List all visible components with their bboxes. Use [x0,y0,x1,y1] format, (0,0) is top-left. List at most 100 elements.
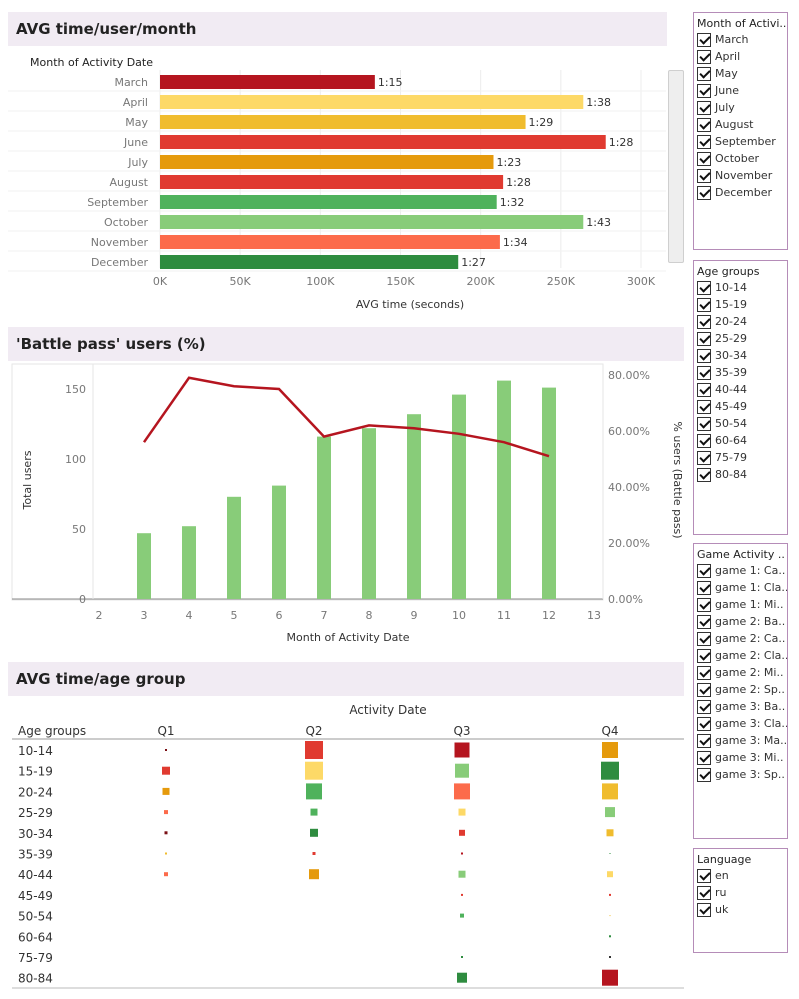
filter-option[interactable]: October [694,150,787,167]
filter-option[interactable]: June [694,82,787,99]
filter-option[interactable]: May [694,65,787,82]
checkbox-checked-icon[interactable] [697,382,711,397]
checkbox-checked-icon[interactable] [697,614,711,629]
filter-option-label: 15-19 [715,298,747,311]
filter-option[interactable]: 25-29 [694,330,787,347]
checkbox-checked-icon[interactable] [697,280,711,295]
checkbox-checked-icon[interactable] [697,117,711,132]
checkbox-checked-icon[interactable] [697,66,711,81]
filter-option[interactable]: 10-14 [694,279,787,296]
filter-option[interactable]: 60-64 [694,432,787,449]
filter-option[interactable]: game 3: Cla.. [694,715,787,732]
filter-option[interactable]: 30-34 [694,347,787,364]
filter-option-label: 25-29 [715,332,747,345]
age-row-header: Age groups [18,724,86,738]
checkbox-checked-icon[interactable] [697,467,711,482]
checkbox-checked-icon[interactable] [697,185,711,200]
filter-option[interactable]: 35-39 [694,364,787,381]
checkbox-checked-icon[interactable] [697,750,711,765]
checkbox-checked-icon[interactable] [697,168,711,183]
filter-option[interactable]: September [694,133,787,150]
column-header: Activity Date [349,703,426,717]
filter-option[interactable]: game 2: Ca.. [694,630,787,647]
checkbox-checked-icon[interactable] [697,868,711,883]
checkbox-checked-icon[interactable] [697,902,711,917]
filter-option[interactable]: game 1: Cla.. [694,579,787,596]
filter-option[interactable]: July [694,99,787,116]
filter-option[interactable]: game 3: Mi.. [694,749,787,766]
y-right-tick-label: 0.00% [608,593,643,606]
checkbox-checked-icon[interactable] [697,597,711,612]
y-left-tick-label: 150 [65,383,86,396]
checkbox-checked-icon[interactable] [697,83,711,98]
month-bar [160,115,526,129]
checkbox-checked-icon[interactable] [697,716,711,731]
users-bar [542,387,556,599]
checkbox-checked-icon[interactable] [697,49,711,64]
checkbox-checked-icon[interactable] [697,682,711,697]
checkbox-checked-icon[interactable] [697,365,711,380]
checkbox-checked-icon[interactable] [697,331,711,346]
language-filter-panel: Language en ru uk [693,848,788,953]
x-tick-label: 100K [306,275,335,288]
heatmap-cell [310,808,318,816]
checkbox-checked-icon[interactable] [697,450,711,465]
filter-option-label: game 3: Ba.. [715,700,786,713]
filter-option[interactable]: game 3: Ma.. [694,732,787,749]
filter-option[interactable]: ru [694,884,787,901]
checkbox-checked-icon[interactable] [697,348,711,363]
y-right-tick-label: 80.00% [608,369,650,382]
checkbox-checked-icon[interactable] [697,100,711,115]
filter-option[interactable]: August [694,116,787,133]
checkbox-checked-icon[interactable] [697,134,711,149]
checkbox-checked-icon[interactable] [697,314,711,329]
heatmap-cell [605,807,615,818]
checkbox-checked-icon[interactable] [697,580,711,595]
checkbox-checked-icon[interactable] [697,563,711,578]
checkbox-checked-icon[interactable] [697,665,711,680]
filter-option[interactable]: uk [694,901,787,918]
checkbox-checked-icon[interactable] [697,32,711,47]
avg-time-age-title: AVG time/age group [16,670,186,688]
checkbox-checked-icon[interactable] [697,416,711,431]
filter-option[interactable]: 75-79 [694,449,787,466]
filter-option[interactable]: April [694,48,787,65]
month-bar [160,255,459,269]
chart-scrollbar[interactable] [668,70,684,263]
filter-option[interactable]: game 1: Mi.. [694,596,787,613]
checkbox-checked-icon[interactable] [697,631,711,646]
filter-option[interactable]: 40-44 [694,381,787,398]
filter-option[interactable]: game 2: Mi.. [694,664,787,681]
checkbox-checked-icon[interactable] [697,648,711,663]
checkbox-checked-icon[interactable] [697,699,711,714]
filter-option[interactable]: 15-19 [694,296,787,313]
month-filter-panel: Month of Activi.. March April May June July A… [693,12,788,250]
quarter-column-label: Q2 [305,724,322,738]
checkbox-checked-icon[interactable] [697,151,711,166]
filter-option[interactable]: 45-49 [694,398,787,415]
filter-option[interactable]: November [694,167,787,184]
filter-option[interactable]: 80-84 [694,466,787,483]
filter-option[interactable]: game 2: Cla.. [694,647,787,664]
filter-option[interactable]: game 3: Ba.. [694,698,787,715]
checkbox-checked-icon[interactable] [697,433,711,448]
checkbox-checked-icon[interactable] [697,767,711,782]
filter-option-label: June [715,84,739,97]
y-right-axis-title: % users (Battle pass) [671,421,684,538]
filter-option[interactable]: 50-54 [694,415,787,432]
heatmap-cell [454,783,470,800]
filter-option[interactable]: game 1: Ca.. [694,562,787,579]
checkbox-checked-icon[interactable] [697,733,711,748]
filter-option[interactable]: game 2: Ba.. [694,613,787,630]
x-axis-title: AVG time (seconds) [356,298,464,311]
filter-option[interactable]: game 2: Sp.. [694,681,787,698]
checkbox-checked-icon[interactable] [697,885,711,900]
checkbox-checked-icon[interactable] [697,399,711,414]
filter-option[interactable]: en [694,867,787,884]
checkbox-checked-icon[interactable] [697,297,711,312]
filter-option[interactable]: game 3: Sp.. [694,766,787,783]
filter-option[interactable]: December [694,184,787,201]
filter-option[interactable]: March [694,31,787,48]
filter-option[interactable]: 20-24 [694,313,787,330]
heatmap-cell [606,829,614,837]
